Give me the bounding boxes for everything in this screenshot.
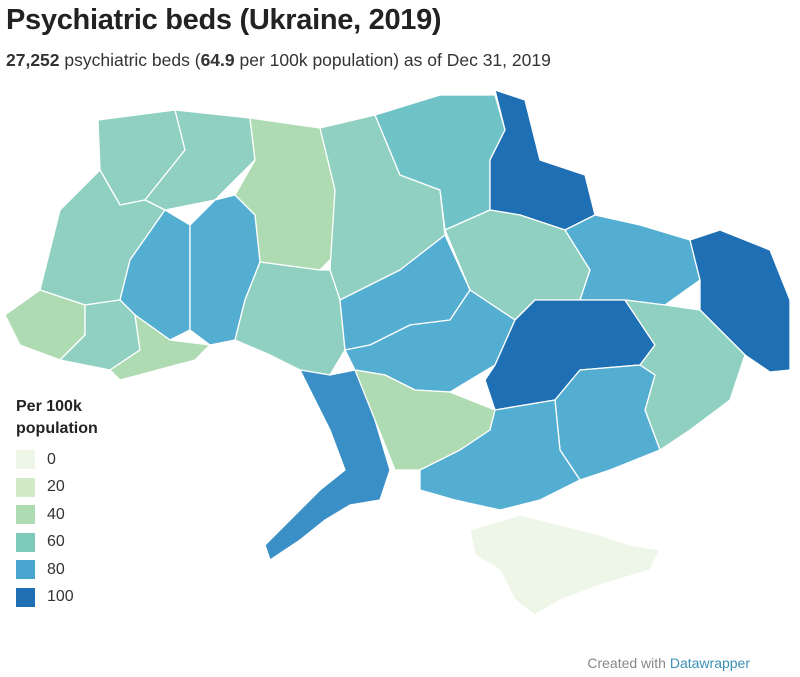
chart-subtitle: 27,252 psychiatric beds (64.9 per 100k p… <box>6 50 551 71</box>
legend-swatch <box>16 560 35 580</box>
regions <box>4 89 791 616</box>
region-sumy[interactable] <box>489 89 596 231</box>
legend-item: 100 <box>16 584 98 612</box>
chart-title: Psychiatric beds (Ukraine, 2019) <box>6 4 442 36</box>
legend-item: 80 <box>16 556 98 584</box>
region-chernivtsi[interactable] <box>109 314 211 381</box>
region-crimea[interactable] <box>469 514 661 616</box>
datawrapper-link[interactable]: Datawrapper <box>669 655 750 671</box>
region-kherson[interactable] <box>419 399 581 511</box>
legend-title: Per 100k population <box>16 396 98 440</box>
legend-item: 40 <box>16 501 98 529</box>
legend-item: 60 <box>16 529 98 557</box>
rate-value: 64.9 <box>200 50 235 70</box>
credit-prefix: Created with <box>587 655 670 671</box>
beds-total: 27,252 <box>6 50 60 70</box>
legend-label: 100 <box>47 588 74 606</box>
subtitle-text-2: per 100k population) as of Dec 31, 2019 <box>234 50 551 70</box>
legend-swatch <box>16 450 35 470</box>
legend-swatch <box>16 477 35 497</box>
legend-label: 20 <box>47 478 65 496</box>
region-donetsk[interactable] <box>624 299 746 451</box>
legend-label: 80 <box>47 560 65 578</box>
legend-title-line2: population <box>16 420 98 437</box>
legend-swatch <box>16 532 35 552</box>
legend-title-line1: Per 100k <box>16 398 82 415</box>
legend-label: 0 <box>47 450 56 468</box>
legend: Per 100k population 0 20 40 60 80 100 <box>16 396 98 611</box>
legend-swatch <box>16 587 35 607</box>
region-zaporizhzhia[interactable] <box>554 364 661 481</box>
legend-label: 40 <box>47 505 65 523</box>
legend-item: 0 <box>16 446 98 474</box>
legend-label: 60 <box>47 533 65 551</box>
legend-items: 0 20 40 60 80 100 <box>16 446 98 611</box>
region-kharkiv[interactable] <box>564 214 701 306</box>
subtitle-text-1: psychiatric beds ( <box>59 50 201 70</box>
region-luhansk[interactable] <box>689 229 791 373</box>
legend-swatch <box>16 505 35 525</box>
credit-line: Created with Datawrapper <box>587 655 750 671</box>
legend-item: 20 <box>16 474 98 502</box>
